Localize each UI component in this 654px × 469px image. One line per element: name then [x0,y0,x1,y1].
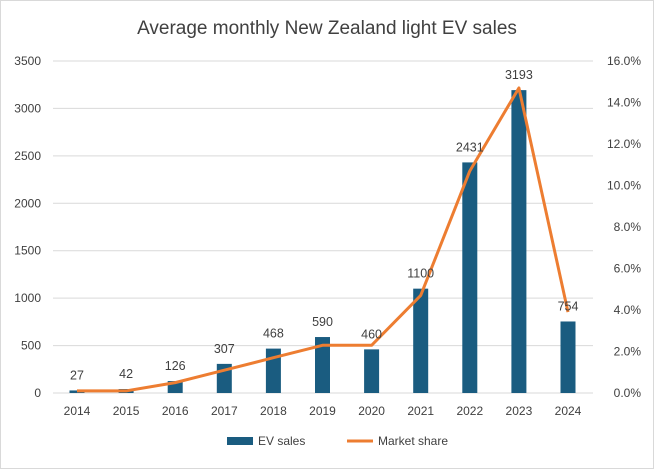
x-tick-label: 2018 [260,404,287,418]
y-right-tick-label: 16.0% [607,54,641,68]
y-left-tick-label: 0 [34,386,41,400]
y-right-tick-label: 6.0% [614,262,642,276]
data-label-2021: 1100 [407,267,434,281]
x-tick-label: 2024 [555,404,582,418]
data-label-2020: 460 [361,327,382,341]
data-label-2019: 590 [312,315,333,329]
x-tick-label: 2017 [211,404,238,418]
y-left-tick-label: 500 [21,339,41,353]
legend-label-market-share: Market share [378,434,448,448]
bar-2024 [560,321,576,393]
data-label-2017: 307 [214,342,235,356]
bar-2016 [167,381,183,393]
x-tick-label: 2019 [309,404,336,418]
data-label-2018: 468 [263,327,284,341]
y-left-tick-label: 2000 [14,196,41,210]
y-right-tick-label: 12.0% [607,137,641,151]
y-right-tick-label: 4.0% [614,303,642,317]
bar-2023 [511,90,527,393]
data-label-2023: 3193 [505,68,533,82]
y-left-tick-label: 3500 [14,54,41,68]
x-tick-label: 2020 [358,404,385,418]
y-left-tick-label: 1500 [14,244,41,258]
y-left-tick-label: 3000 [14,101,41,115]
y-right-tick-label: 10.0% [607,179,641,193]
bar-2019 [315,337,330,393]
x-tick-label: 2021 [407,404,434,418]
bar-2022 [462,162,478,393]
y-right-tick-label: 0.0% [614,386,642,400]
bar-2021 [413,288,429,393]
x-tick-label: 2015 [113,404,140,418]
data-label-2022: 2431 [456,140,484,154]
legend-label-ev-sales: EV sales [258,434,305,448]
legend: EV sales Market share [227,434,448,448]
y-right-tick-label: 2.0% [614,345,642,359]
bar-2020 [364,349,380,393]
data-label-2024: 754 [558,299,579,313]
y-right-tick-label: 14.0% [607,96,641,110]
legend-swatch-ev-sales [227,437,253,445]
data-label-2015: 42 [119,367,133,381]
y-right-tick-label: 8.0% [614,220,642,234]
data-label-2016: 126 [165,359,186,373]
y-left-tick-label: 2500 [14,149,41,163]
x-tick-label: 2022 [456,404,483,418]
data-label-2014: 27 [70,368,84,382]
x-tick-label: 2014 [64,404,91,418]
x-tick-label: 2023 [506,404,533,418]
y-left-tick-label: 1000 [14,291,41,305]
chart-title: Average monthly New Zealand light EV sal… [137,18,517,39]
x-tick-label: 2016 [162,404,189,418]
